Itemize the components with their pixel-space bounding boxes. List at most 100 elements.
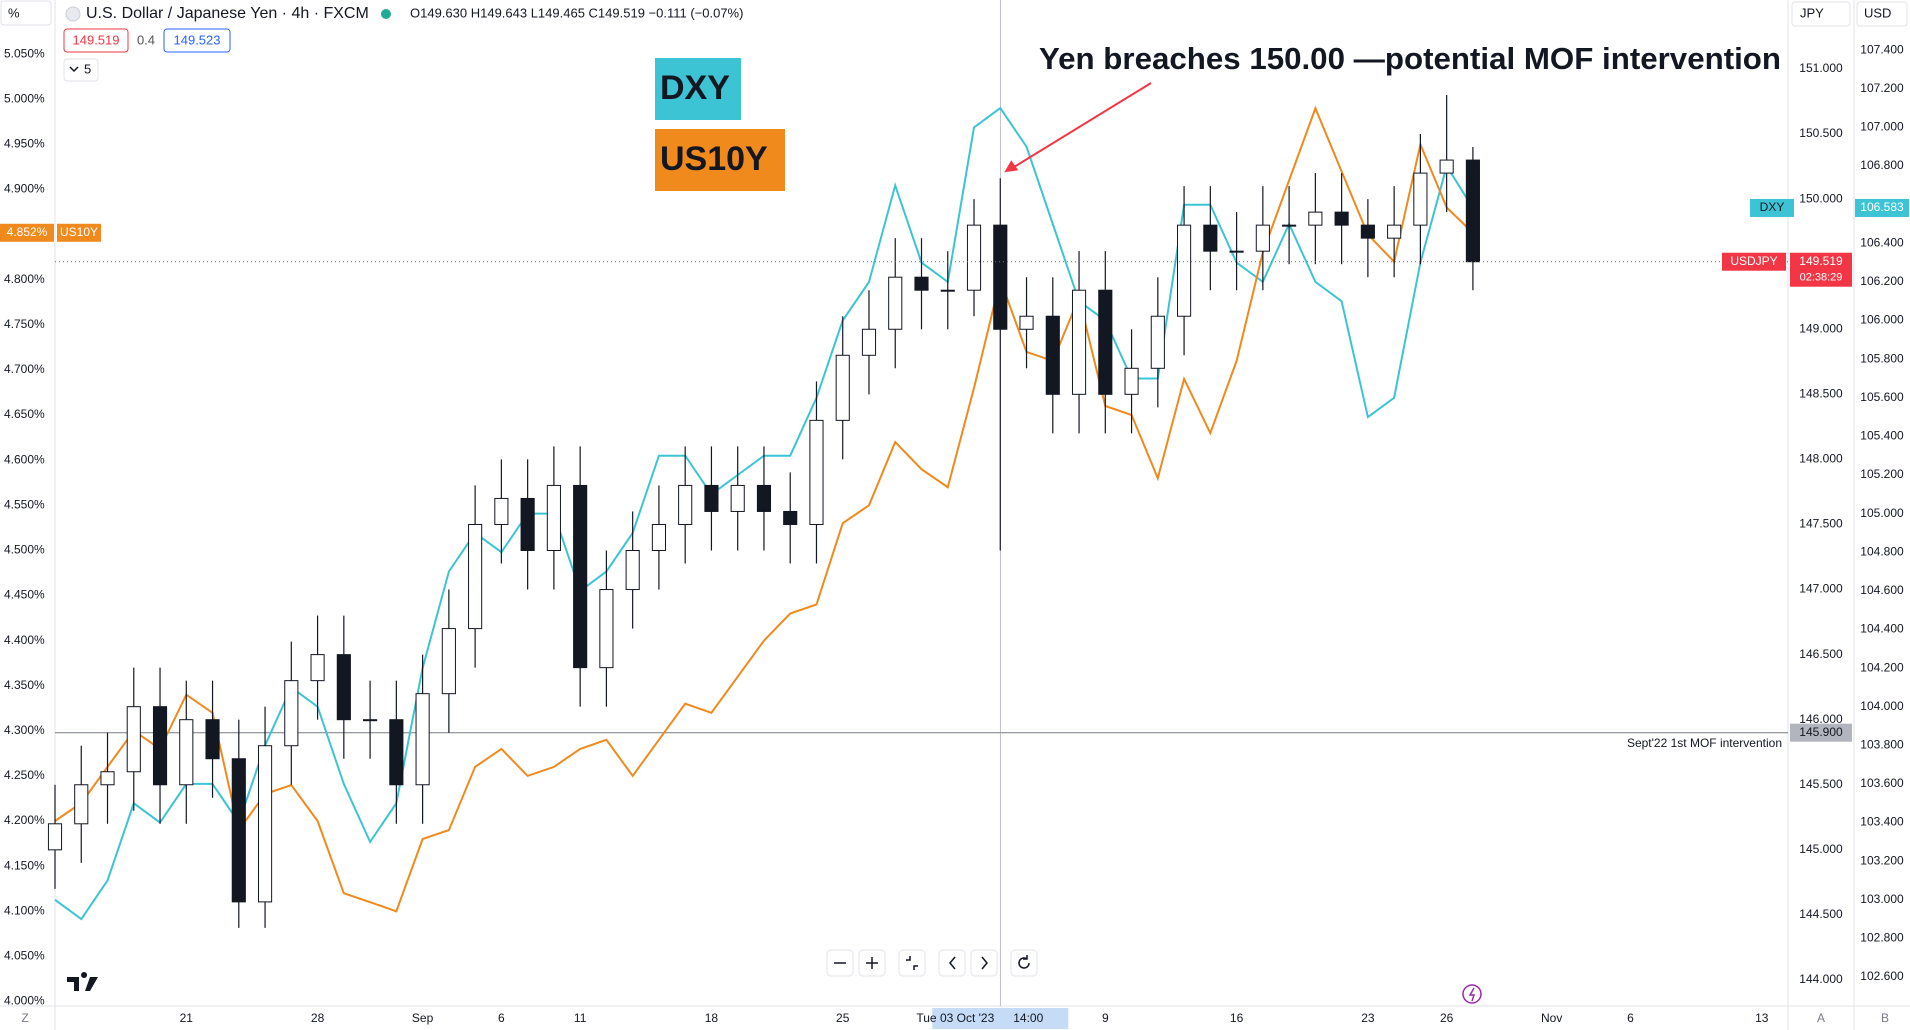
- price-box: [1855, 198, 1909, 217]
- candle-body: [1098, 289, 1113, 395]
- left-tick-label: 4.950%: [4, 137, 45, 151]
- far-right-tick-label: 102.600: [1860, 969, 1904, 983]
- candle-body: [1413, 172, 1428, 226]
- far-right-unit-box[interactable]: [1856, 1, 1908, 27]
- left-tick-label: 4.650%: [4, 407, 45, 421]
- corner-a[interactable]: A: [1817, 1011, 1825, 1025]
- series-tag: [1750, 198, 1794, 217]
- sell-price[interactable]: 149.519: [73, 32, 120, 47]
- candle-body: [1360, 224, 1375, 239]
- far-right-tick-label: 106.000: [1860, 313, 1904, 327]
- candle-body: [1255, 224, 1270, 252]
- right-tick-label: 151.000: [1799, 61, 1843, 75]
- far-right-tick-label: 106.400: [1860, 235, 1904, 249]
- bolt-icon: [1468, 987, 1476, 1002]
- tv-logo: [67, 972, 98, 991]
- refresh-button[interactable]: [1010, 949, 1038, 977]
- series-tag-label: US10Y: [60, 225, 98, 239]
- x-tick-label: 11: [574, 1011, 587, 1025]
- candle-body: [1177, 224, 1192, 317]
- candle-body: [730, 484, 745, 512]
- x-tick-label: 28: [311, 1011, 325, 1025]
- candle-body: [599, 589, 614, 669]
- x-tick-label: 25: [836, 1011, 850, 1025]
- symbol-title[interactable]: U.S. Dollar / Japanese Yen · 4h · FXCM: [86, 5, 369, 22]
- reference-price-box: [1790, 723, 1852, 742]
- legend-box: [655, 129, 785, 191]
- left-unit[interactable]: %: [8, 5, 20, 20]
- indicators-toggle[interactable]: [63, 58, 99, 82]
- scroll-right-button[interactable]: [970, 949, 998, 977]
- left-tick-label: 4.500%: [4, 543, 45, 557]
- candle-body: [678, 484, 693, 525]
- far-right-tick-label: 104.600: [1860, 583, 1904, 597]
- candle-body: [47, 823, 63, 851]
- x-tick-label: 6: [498, 1011, 505, 1025]
- far-right-tick-label: 104.000: [1860, 699, 1904, 713]
- indicators-count[interactable]: 5: [84, 61, 91, 76]
- corner-b[interactable]: B: [1881, 1011, 1889, 1025]
- left-tick-label: 4.000%: [4, 994, 45, 1008]
- candle-body: [74, 784, 89, 825]
- far-right-tick-label: 102.800: [1860, 931, 1904, 945]
- left-tick-label: 4.150%: [4, 858, 45, 872]
- annotation: Yen breaches 150.00 —potential MOF inter…: [1039, 41, 1781, 76]
- right-tick-label: 144.000: [1799, 972, 1843, 986]
- candle-body: [835, 354, 850, 421]
- scroll-left-button[interactable]: [938, 949, 966, 977]
- right-tick-label: 147.000: [1799, 582, 1843, 596]
- candle-body: [520, 497, 535, 552]
- left-tick-label: 4.550%: [4, 497, 45, 511]
- reset-button[interactable]: [898, 949, 926, 977]
- candle-body: [625, 550, 640, 591]
- left-tick-label: 4.700%: [4, 362, 45, 376]
- left-tick-label: 5.050%: [4, 46, 45, 60]
- far-right-tick-label: 103.600: [1860, 776, 1904, 790]
- candle-body: [573, 484, 588, 669]
- candle-body: [441, 628, 456, 695]
- buy-price[interactable]: 149.523: [174, 32, 221, 47]
- candle-body: [1387, 224, 1402, 239]
- arrow-head: [1004, 160, 1019, 173]
- far-right-tick-label: 105.800: [1860, 351, 1904, 365]
- candle-body: [205, 719, 220, 760]
- candle-body: [1203, 224, 1218, 252]
- right-tick-label: 146.000: [1799, 712, 1843, 726]
- x-tick-label: 26: [1440, 1011, 1454, 1025]
- right-icon: [981, 956, 988, 970]
- left-unit-box[interactable]: [0, 0, 52, 26]
- right-unit-box[interactable]: [1791, 1, 1851, 27]
- reset-icon: [906, 956, 918, 970]
- crosshair-date: Tue 03 Oct '23: [916, 1011, 994, 1025]
- reference-line-text: Sept'22 1st MOF intervention: [1627, 736, 1782, 750]
- chevron-icon: [69, 66, 79, 73]
- flag-icon: [65, 6, 81, 22]
- crosshair-label-box: [932, 1008, 1069, 1029]
- far-right-unit[interactable]: USD: [1864, 5, 1891, 20]
- candle-body: [704, 484, 719, 512]
- sell-box[interactable]: [63, 28, 129, 53]
- far-right-tick-label: 106.800: [1860, 158, 1904, 172]
- countdown-label: 02:38:29: [1800, 272, 1843, 284]
- far-right-tick-label: 107.200: [1860, 81, 1904, 95]
- alert-icon[interactable]: [1462, 984, 1482, 1004]
- far-right-tick-label: 104.400: [1860, 622, 1904, 636]
- price-box: [1790, 252, 1852, 287]
- buy-box[interactable]: [163, 28, 231, 53]
- corner-left[interactable]: Z: [21, 1011, 28, 1025]
- candle-body: [126, 706, 141, 773]
- right-tick-label: 149.000: [1799, 321, 1843, 335]
- right-tick-label: 145.000: [1799, 842, 1843, 856]
- logo-shape: [67, 972, 98, 991]
- series-tag-label: USDJPY: [1730, 254, 1777, 268]
- plus-icon: [866, 957, 878, 969]
- left-tick-label: 4.900%: [4, 182, 45, 196]
- candle-body: [1045, 315, 1060, 395]
- candle-body: [1229, 250, 1244, 253]
- right-tick-label: 146.500: [1799, 647, 1843, 661]
- right-tick-label: 148.000: [1799, 452, 1843, 466]
- right-unit[interactable]: JPY: [1800, 5, 1824, 20]
- candle-body: [756, 484, 772, 512]
- far-right-tick-label: 104.800: [1860, 544, 1904, 558]
